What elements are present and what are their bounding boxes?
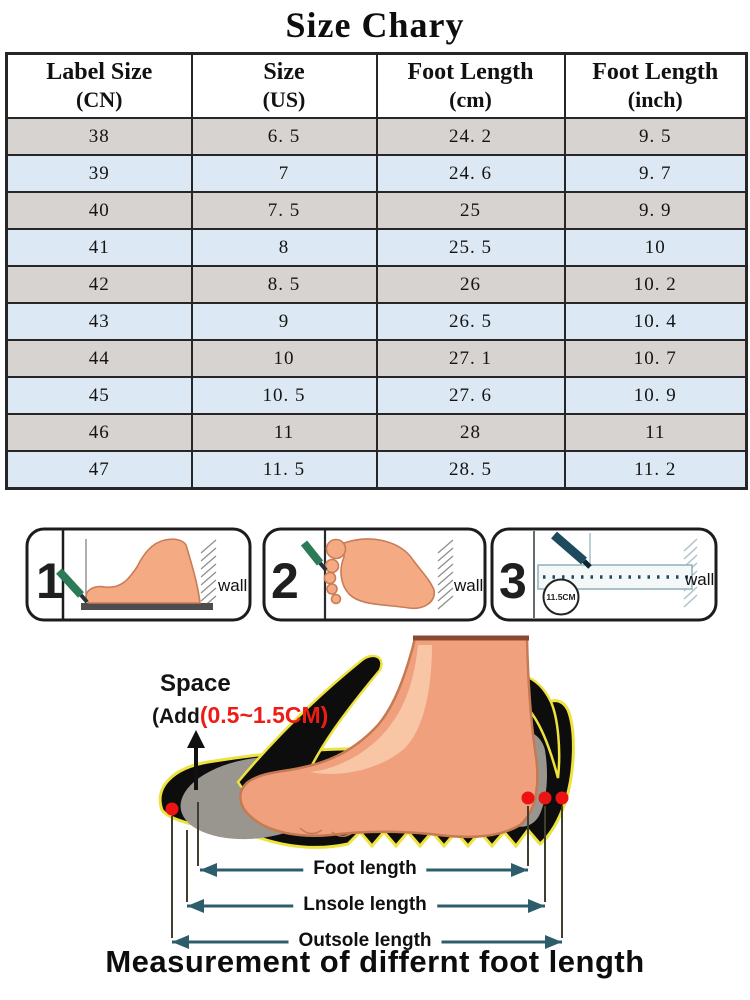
measure-step-3-panel: 3 11.5CM wall xyxy=(490,527,718,622)
outsole-length-label: Outsole length xyxy=(288,930,442,952)
floor-bar xyxy=(81,603,213,610)
pencil-tip xyxy=(582,559,592,569)
table-row: 47 11. 5 28. 5 11. 2 xyxy=(5,450,748,490)
pencil-icon xyxy=(300,540,324,566)
table-row: 46 11 28 11 xyxy=(5,413,748,452)
table-row: 38 6. 5 24. 2 9. 5 xyxy=(5,117,748,156)
col-header-foot-length-cm: Foot Length (cm) xyxy=(375,52,566,119)
pencil-tip xyxy=(318,561,328,572)
wall-label: wall xyxy=(453,576,483,595)
page-title: Size Chary xyxy=(285,5,465,45)
insole-length-label: Lnsole length xyxy=(293,894,437,916)
space-label: Space xyxy=(160,670,231,697)
col-header-label-size-cn: Label Size (CN) xyxy=(5,52,193,119)
step-number: 1 xyxy=(36,553,64,609)
table-row: 43 9 26. 5 10. 4 xyxy=(5,302,748,341)
foot-measurement-diagram: Space (Add(0.5~1.5CM) Foot length Lnsole… xyxy=(0,620,750,952)
foot-side-icon xyxy=(85,538,201,604)
pencil-icon xyxy=(56,568,84,598)
big-toe-icon xyxy=(325,538,347,560)
col-header-foot-length-inch: Foot Length (inch) xyxy=(563,52,748,119)
measure-step-2-panel: 2 wall xyxy=(262,527,487,622)
shoe-foot-illustration xyxy=(158,635,575,949)
size-table: Label Size (CN) Size (US) Foot Length (cm) … xyxy=(5,52,748,490)
wall-hatch-icon xyxy=(437,539,454,610)
table-row: 41 8 25. 5 10 xyxy=(5,228,748,267)
table-row: 42 8. 5 26 10. 2 xyxy=(5,265,748,304)
toe-icon xyxy=(324,558,340,574)
red-marker-dot xyxy=(165,802,179,816)
step-number: 3 xyxy=(499,553,527,609)
pencil-tip xyxy=(79,593,89,604)
pencil-icon xyxy=(551,531,587,565)
red-marker-dot xyxy=(538,791,552,805)
table-row: 44 10 27. 1 10. 7 xyxy=(5,339,748,378)
space-add-label: (Add(0.5~1.5CM) xyxy=(152,702,329,728)
wall-label: wall xyxy=(217,576,247,595)
measurement-circle xyxy=(542,578,580,616)
foot-highlight xyxy=(310,645,432,774)
space-add-range: (0.5~1.5CM) xyxy=(199,702,329,728)
toe-creases xyxy=(299,827,353,837)
wall-label: wall xyxy=(684,570,714,589)
toe-icon xyxy=(330,593,342,605)
foot-length-label: Foot length xyxy=(303,858,427,880)
red-marker-dot xyxy=(521,791,535,805)
table-row: 39 7 24. 6 9. 7 xyxy=(5,154,748,193)
wall-hatch-icon xyxy=(200,539,217,610)
guide-lines xyxy=(171,802,563,938)
space-arrow-head-icon xyxy=(187,730,205,748)
table-row: 40 7. 5 25 9. 9 xyxy=(5,191,748,230)
red-marker-dots xyxy=(165,791,569,816)
red-marker-dot xyxy=(555,791,569,805)
step-number: 2 xyxy=(271,553,299,609)
table-header-row: Label Size (CN) Size (US) Foot Length (cm) … xyxy=(5,52,748,119)
footprint-icon xyxy=(340,538,435,610)
col-header-size-us: Size (US) xyxy=(190,52,378,119)
measure-step-1-panel: 1 wall xyxy=(25,527,252,622)
toe-icon xyxy=(326,583,338,595)
ruler-value-label: 11.5CM xyxy=(546,592,575,602)
table-row: 45 10. 5 27. 6 10. 9 xyxy=(5,376,748,415)
diagram-caption: Measurement of differnt foot length xyxy=(105,944,645,979)
toe-icon xyxy=(323,571,337,585)
